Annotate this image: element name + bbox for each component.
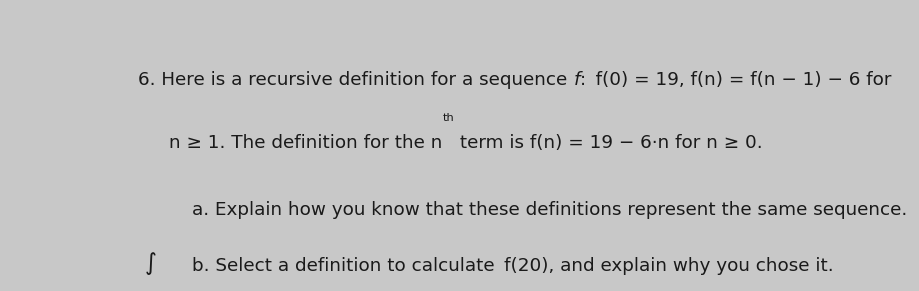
Text: th: th bbox=[442, 113, 454, 123]
Text: 6. Here is a recursive definition for a sequence: 6. Here is a recursive definition for a … bbox=[139, 71, 573, 89]
Text: f: f bbox=[573, 71, 580, 89]
Text: :  f(0) = 19, f(n) = f(n − 1) − 6 for: : f(0) = 19, f(n) = f(n − 1) − 6 for bbox=[580, 71, 891, 89]
Text: a. Explain how you know that these definitions represent the same sequence.: a. Explain how you know that these defin… bbox=[192, 201, 907, 219]
Text: ∫: ∫ bbox=[145, 252, 156, 275]
Text: b. Select a definition to calculate  f(20), and explain why you chose it.: b. Select a definition to calculate f(20… bbox=[192, 257, 834, 275]
Text: n ≥ 1. The definition for the n: n ≥ 1. The definition for the n bbox=[169, 134, 442, 152]
Text: term is f(n) = 19 − 6·n for n ≥ 0.: term is f(n) = 19 − 6·n for n ≥ 0. bbox=[454, 134, 763, 152]
